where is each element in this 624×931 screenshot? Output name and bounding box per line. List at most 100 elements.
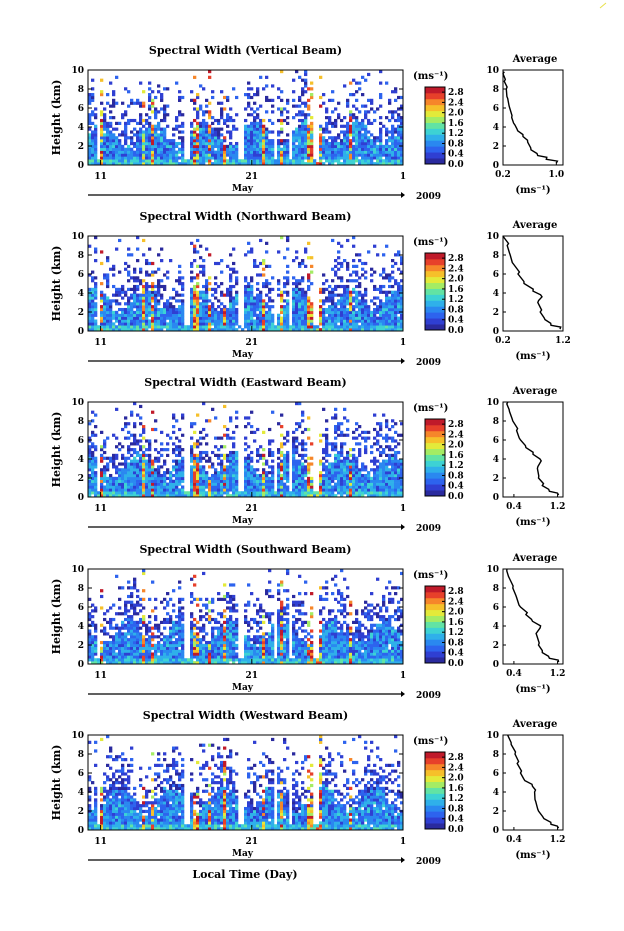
heatmap-cell xyxy=(121,101,125,105)
heatmap-cell xyxy=(295,296,299,300)
heatmap-cell xyxy=(196,307,200,312)
heatmap-cell xyxy=(355,279,359,283)
heatmap-cell xyxy=(235,313,239,317)
heatmap-cell xyxy=(367,479,371,483)
heatmap-cell xyxy=(115,290,119,294)
heatmap-cell xyxy=(283,473,287,478)
heatmap-cell xyxy=(346,456,350,460)
heatmap-cell xyxy=(391,491,395,495)
heatmap-cell xyxy=(202,325,206,329)
heatmap-cell xyxy=(223,425,227,429)
heatmap-cell xyxy=(292,430,296,434)
heatmap-cell xyxy=(322,310,326,315)
heatmap-cell xyxy=(298,465,302,469)
heatmap-cell xyxy=(100,296,104,300)
heatmap-cell xyxy=(319,433,323,437)
heatmap-cell xyxy=(322,407,326,411)
heatmap-cell xyxy=(379,476,383,481)
heatmap-cell xyxy=(361,296,365,300)
heatmap-cell xyxy=(373,328,377,332)
heatmap-cell xyxy=(220,485,224,489)
heatmap-cell xyxy=(106,121,110,125)
heatmap-cell xyxy=(376,156,380,160)
heatmap-cell xyxy=(202,141,206,146)
heatmap-cell xyxy=(223,159,227,163)
heatmap-cell xyxy=(247,130,251,134)
heatmap-cell xyxy=(190,471,194,475)
heatmap-cell xyxy=(307,299,311,303)
heatmap-cell xyxy=(145,282,149,286)
heatmap-cell xyxy=(247,127,251,131)
heatmap-cell xyxy=(202,273,206,277)
heatmap-cell xyxy=(370,328,374,332)
heatmap-cell xyxy=(250,322,254,326)
heatmap-cell xyxy=(109,147,113,151)
heatmap-cell xyxy=(322,473,326,478)
heatmap-cell xyxy=(259,482,263,486)
heatmap-cell xyxy=(139,482,143,486)
heatmap-cell xyxy=(346,136,350,140)
heatmap-cell xyxy=(379,473,383,478)
heatmap-cell xyxy=(289,491,293,495)
heatmap-cell xyxy=(199,313,203,317)
heatmap-cell xyxy=(262,282,266,286)
heatmap-cell xyxy=(91,293,95,297)
heatmap-cell xyxy=(100,453,104,457)
heatmap-cell xyxy=(349,127,353,131)
heatmap-cell xyxy=(361,159,365,163)
heatmap-cell xyxy=(322,494,326,498)
heatmap-cell xyxy=(124,328,128,332)
heatmap-cell xyxy=(346,319,350,323)
average-x-tick-label: 0.2 xyxy=(495,336,511,346)
heatmap-cell xyxy=(349,124,353,128)
heatmap-cell xyxy=(277,159,281,163)
heatmap-cell xyxy=(196,93,200,97)
heatmap-cell xyxy=(130,453,134,457)
heatmap-cell xyxy=(385,305,389,309)
heatmap-cell xyxy=(256,159,260,163)
heatmap-cell xyxy=(298,319,302,323)
heatmap-cell xyxy=(253,264,257,268)
heatmap-cell xyxy=(397,133,401,137)
heatmap-cell xyxy=(304,316,308,320)
heatmap-cell xyxy=(250,305,254,309)
heatmap-cell xyxy=(106,150,110,154)
heatmap-cell xyxy=(397,479,401,483)
heatmap-cell xyxy=(364,113,368,117)
heatmap-cell xyxy=(238,325,242,329)
heatmap-cell xyxy=(157,307,161,312)
heatmap-cell xyxy=(217,156,221,160)
heatmap-cell xyxy=(370,482,374,486)
heatmap-cell xyxy=(151,147,155,151)
heatmap-cell xyxy=(337,153,341,157)
heatmap-cell xyxy=(133,141,137,146)
heatmap-cell xyxy=(94,322,98,326)
heatmap-cell xyxy=(145,153,149,157)
heatmap-cell xyxy=(277,319,281,323)
heatmap-cell xyxy=(364,290,368,294)
heatmap-cell xyxy=(301,113,305,117)
heatmap-cell xyxy=(139,305,143,309)
heatmap-cell xyxy=(259,159,263,163)
heatmap-cell xyxy=(88,422,92,426)
heatmap-cell xyxy=(154,293,158,297)
heatmap-cell xyxy=(271,110,275,114)
heatmap-cell xyxy=(175,468,179,472)
heatmap-cell xyxy=(130,328,134,332)
heatmap-cell xyxy=(391,144,395,149)
heatmap-cell xyxy=(298,162,302,166)
heatmap-cell xyxy=(100,491,104,495)
heatmap-cell xyxy=(391,302,395,306)
heatmap-cell xyxy=(247,124,251,128)
heatmap-cell xyxy=(157,456,161,460)
heatmap-cell xyxy=(223,310,227,315)
heatmap-cell xyxy=(391,299,395,303)
heatmap-cell xyxy=(94,313,98,317)
heatmap-cell xyxy=(358,299,362,303)
heatmap-cell xyxy=(325,491,329,495)
heatmap-cell xyxy=(199,494,203,498)
heatmap-cell xyxy=(202,296,206,300)
heatmap-cell xyxy=(307,485,311,489)
heatmap-cell xyxy=(94,107,98,111)
heatmap-cell xyxy=(148,453,152,457)
